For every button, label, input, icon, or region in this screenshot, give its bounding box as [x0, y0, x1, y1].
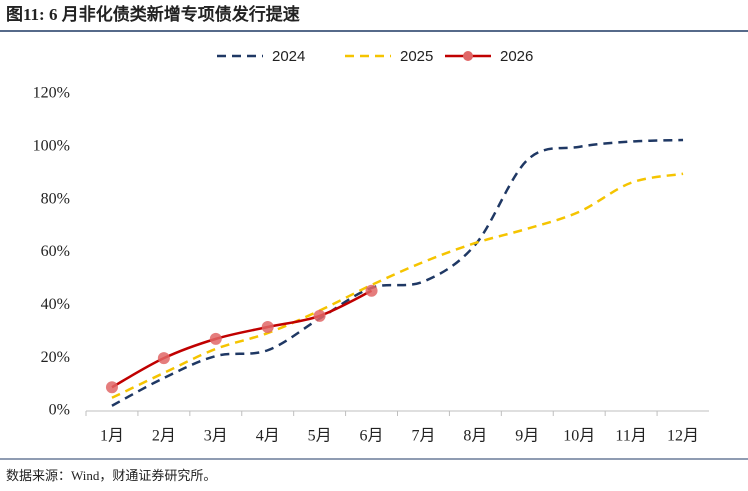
source: 数据来源：Wind，财通证券研究所。 — [6, 468, 216, 483]
y-tick-label: 60% — [41, 243, 70, 260]
y-tick-label: 40% — [41, 296, 70, 313]
y-tick-label: 120% — [33, 85, 70, 102]
y-tick-label: 0% — [49, 402, 70, 419]
series-marker — [261, 320, 274, 333]
x-tick-label: 6月 — [360, 428, 384, 445]
x-tick-label: 7月 — [411, 428, 435, 445]
x-tick-label: 2月 — [152, 428, 176, 445]
legend-marker — [463, 51, 473, 61]
series-marker — [313, 309, 326, 322]
series-marker — [105, 381, 118, 394]
y-tick-label: 80% — [41, 190, 70, 207]
legend-label: 2025 — [400, 48, 433, 65]
x-tick-label: 10月 — [563, 428, 595, 445]
series-line — [111, 289, 373, 389]
series-marker — [209, 332, 222, 345]
x-tick-label: 11月 — [615, 428, 646, 445]
x-tick-label: 4月 — [256, 428, 280, 445]
x-tick-label: 1月 — [100, 428, 124, 445]
x-tick-label: 12月 — [667, 428, 699, 445]
series-marker — [157, 352, 170, 365]
x-tick-label: 5月 — [308, 428, 332, 445]
series-line — [111, 138, 684, 407]
x-tick-label: 3月 — [204, 428, 228, 445]
legend-label: 2026 — [500, 48, 533, 65]
chart-title: 图11: 6 月非化债类新增专项债发行提速 — [6, 4, 300, 24]
y-tick-label: 20% — [41, 349, 70, 366]
x-tick-label: 9月 — [515, 428, 539, 445]
x-tick-label: 8月 — [463, 428, 487, 445]
legend-label: 2024 — [272, 48, 305, 65]
y-tick-label: 100% — [33, 138, 70, 155]
series-line — [111, 172, 684, 399]
series-marker — [365, 284, 378, 297]
